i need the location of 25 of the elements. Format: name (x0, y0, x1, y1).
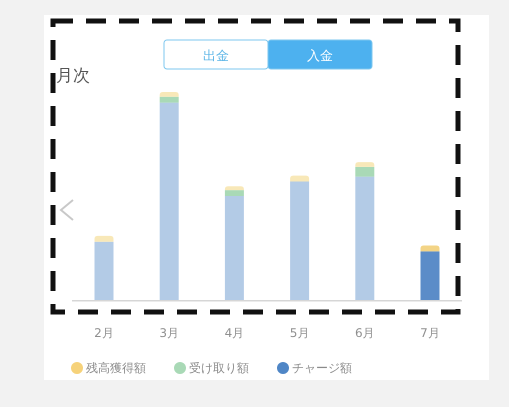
bar (160, 96, 179, 103)
legend-label: 残高獲得額 (86, 361, 146, 375)
bar (94, 242, 114, 300)
bar (94, 236, 114, 242)
bar (355, 166, 374, 177)
bar (224, 190, 244, 196)
bar (355, 176, 374, 300)
bar (420, 251, 440, 300)
x-tick-label: 4月 (224, 326, 244, 340)
x-tick-label: 2月 (94, 326, 114, 340)
x-tick-label: 3月 (159, 326, 180, 340)
title: 月次 (56, 66, 90, 86)
legend-label: チャージ額 (292, 361, 352, 375)
x-tick-label: 7月 (420, 326, 440, 340)
bar (355, 162, 374, 167)
bar (290, 176, 310, 182)
bar (224, 186, 244, 190)
x-tick-label: 6月 (354, 326, 375, 340)
bar (420, 246, 440, 252)
legend-label: 受け取り額 (189, 361, 249, 375)
bar (224, 196, 244, 300)
bar (290, 181, 310, 300)
bar (160, 92, 179, 97)
bar (160, 102, 179, 300)
x-tick-label: 5月 (290, 326, 310, 340)
